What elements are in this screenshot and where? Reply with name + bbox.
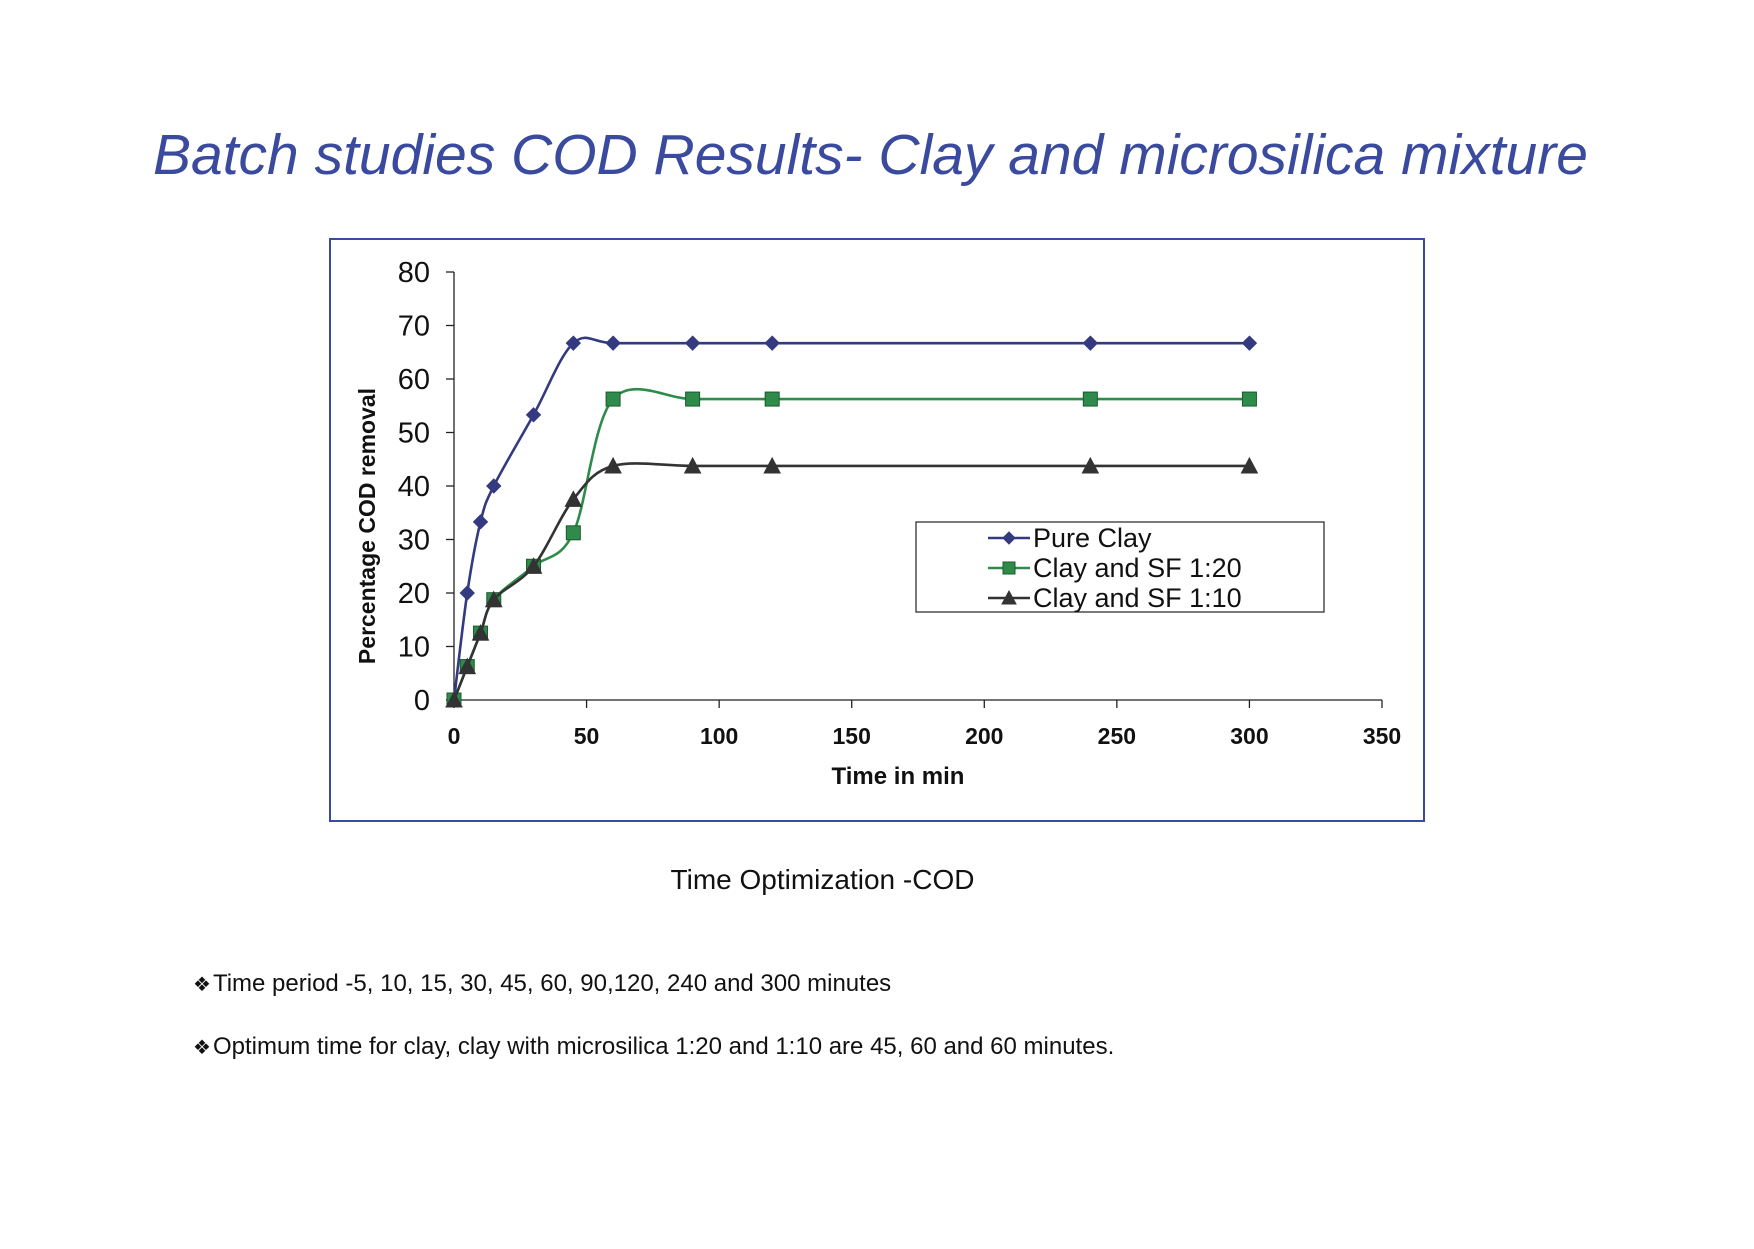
slide-title: Batch studies COD Results- Clay and micr… bbox=[153, 123, 1588, 187]
y-axis-title: Percentage COD removal bbox=[354, 388, 380, 664]
data-point bbox=[1241, 391, 1257, 407]
data-point bbox=[685, 391, 701, 407]
y-tick-label: 40 bbox=[398, 471, 430, 503]
x-tick-label: 0 bbox=[448, 723, 461, 749]
y-tick-label: 30 bbox=[398, 525, 430, 557]
data-point bbox=[525, 407, 542, 423]
series-3 bbox=[445, 456, 1259, 708]
legend-label: Pure Clay bbox=[1033, 523, 1152, 553]
legend-item-3: Clay and SF 1:10 bbox=[988, 583, 1242, 613]
bullet-text: Time period -5, 10, 15, 30, 45, 60, 90,1… bbox=[212, 970, 892, 997]
bullet-item-time-period: ❖Time period -5, 10, 15, 30, 45, 60, 90,… bbox=[193, 970, 1114, 999]
data-point bbox=[564, 490, 583, 507]
data-point bbox=[604, 456, 622, 474]
data-point bbox=[524, 557, 543, 574]
chart-container: 0 10 20 30 40 50 60 70 80 0 50 100 150 200 250 300 350 Ti… bbox=[329, 238, 1425, 822]
legend-marker bbox=[1001, 589, 1017, 605]
data-point bbox=[764, 391, 780, 407]
y-tick-label: 80 bbox=[398, 257, 430, 289]
data-point bbox=[471, 624, 490, 641]
data-point bbox=[565, 525, 581, 541]
x-tick-label: 300 bbox=[1230, 723, 1268, 749]
legend-label: Clay and SF 1:10 bbox=[1033, 583, 1242, 613]
data-point bbox=[605, 391, 621, 407]
x-tick-label: 250 bbox=[1098, 723, 1136, 749]
y-tick-label: 20 bbox=[398, 578, 430, 610]
legend-marker bbox=[1002, 561, 1016, 575]
bullet-text: Optimum time for clay, clay with microsi… bbox=[212, 1033, 1115, 1060]
series-line bbox=[452, 336, 1250, 701]
data-point bbox=[445, 690, 463, 708]
y-tick-label: 0 bbox=[414, 685, 430, 717]
x-tick-label: 100 bbox=[700, 723, 738, 749]
x-tick-label: 50 bbox=[574, 723, 600, 749]
x-tick-label: 350 bbox=[1363, 723, 1401, 749]
series-layer bbox=[445, 335, 1259, 708]
y-tick-label: 60 bbox=[398, 364, 430, 396]
line-chart: 0 10 20 30 40 50 60 70 80 0 50 100 150 200 250 300 350 Ti… bbox=[354, 257, 1401, 790]
data-point bbox=[764, 335, 780, 351]
x-tick-label: 200 bbox=[965, 723, 1003, 749]
data-point bbox=[605, 335, 621, 351]
data-point bbox=[458, 657, 477, 675]
legend-marker bbox=[1002, 531, 1016, 545]
diamond-bullet-icon: ❖ bbox=[193, 1037, 211, 1059]
chart-caption: Time Optimization -COD bbox=[670, 864, 975, 895]
data-point bbox=[684, 335, 701, 351]
data-point bbox=[1240, 456, 1259, 474]
bullet-list: ❖Time period -5, 10, 15, 30, 45, 60, 90,… bbox=[193, 970, 1114, 1096]
data-point bbox=[1082, 391, 1098, 407]
data-point bbox=[472, 514, 489, 530]
data-point bbox=[484, 590, 503, 608]
data-point bbox=[565, 335, 582, 351]
data-point bbox=[1241, 335, 1258, 351]
bullet-item-optimum-time: ❖Optimum time for clay, clay with micros… bbox=[193, 1033, 1114, 1062]
legend-label: Clay and SF 1:20 bbox=[1033, 553, 1242, 583]
legend-box bbox=[915, 521, 1325, 613]
data-point bbox=[486, 478, 502, 494]
data-point bbox=[763, 456, 782, 474]
axes-layer: 0 10 20 30 40 50 60 70 80 0 50 100 150 200 250 300 350 Ti… bbox=[354, 257, 1401, 790]
diamond-bullet-icon: ❖ bbox=[193, 974, 211, 996]
x-tick-label: 150 bbox=[833, 723, 871, 749]
data-point bbox=[683, 456, 702, 474]
y-tick-label: 50 bbox=[398, 418, 430, 450]
x-axis-title: Time in min bbox=[832, 763, 965, 790]
data-point bbox=[1081, 456, 1100, 474]
y-tick-label: 10 bbox=[398, 632, 430, 664]
legend-item-1: Pure Clay bbox=[988, 523, 1152, 553]
y-tick-label: 70 bbox=[398, 311, 430, 343]
legend-item-2: Clay and SF 1:20 bbox=[988, 553, 1242, 583]
data-point bbox=[1082, 335, 1099, 351]
data-point bbox=[459, 585, 475, 601]
